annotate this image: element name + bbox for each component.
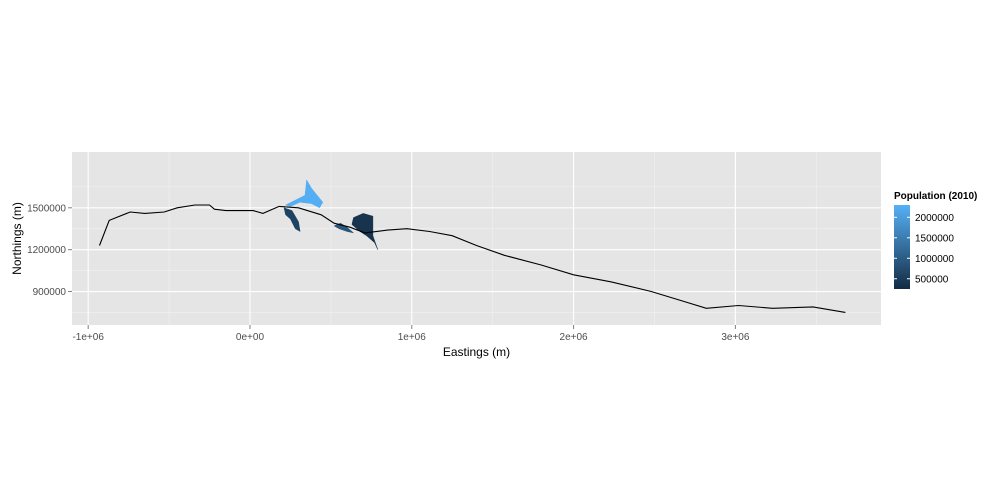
legend-breaks: 500000 1000000 1500000 2000000 xyxy=(894,213,954,285)
population-region xyxy=(283,207,301,232)
x-tick-label: 0e+00 xyxy=(236,332,265,343)
x-tick-label: 3e+06 xyxy=(721,332,750,343)
legend-break-label: 2000000 xyxy=(915,213,954,224)
population-region xyxy=(333,222,354,234)
x-tick-label: 2e+06 xyxy=(560,332,589,343)
population-region xyxy=(351,213,379,250)
y-tick-label: 900000 xyxy=(33,287,67,298)
y-axis-ticks: 900000 1200000 1500000 xyxy=(27,203,72,298)
population-regions xyxy=(283,179,379,250)
x-tick-label: -1e+06 xyxy=(72,332,104,343)
legend-title: Population (2010) xyxy=(894,191,977,202)
legend: Population (2010) 500000 1000000 1500000 20… xyxy=(894,191,977,289)
y-tick-label: 1500000 xyxy=(27,203,66,214)
population-region xyxy=(284,179,324,209)
y-axis-title: Northings (m) xyxy=(10,202,24,275)
y-tick-label: 1200000 xyxy=(27,245,66,256)
x-tick-label: 1e+06 xyxy=(398,332,427,343)
minor-gridlines xyxy=(72,152,881,325)
major-gridlines xyxy=(72,152,881,325)
legend-colorbar xyxy=(894,205,910,289)
legend-break-label: 500000 xyxy=(915,274,949,285)
x-axis-ticks: -1e+06 0e+00 1e+06 2e+06 3e+06 xyxy=(72,325,750,343)
legend-break-label: 1000000 xyxy=(915,254,954,265)
legend-break-label: 1500000 xyxy=(915,233,954,244)
plot-panel xyxy=(72,152,881,325)
route-line xyxy=(98,204,846,313)
x-axis-title: Eastings (m) xyxy=(443,345,510,359)
